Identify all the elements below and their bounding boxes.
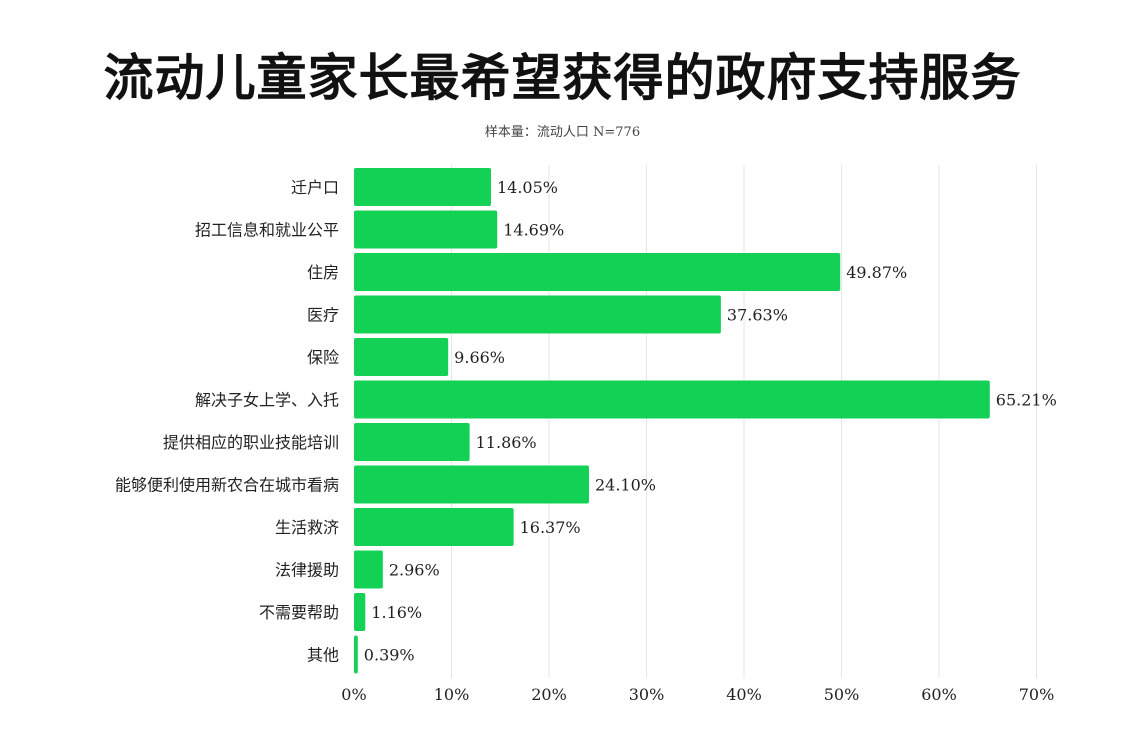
category-label: 医疗 xyxy=(307,306,339,325)
value-label: 9.66% xyxy=(454,348,505,367)
x-axis-tick-labels: 0% 10% 20% 30% 40% 50% 60% 70% xyxy=(341,685,1054,704)
category-label: 提供相应的职业技能培训 xyxy=(163,433,339,452)
value-label: 49.87% xyxy=(846,263,907,282)
category-label: 能够便利使用新农合在城市看病 xyxy=(115,476,339,495)
grid-lines xyxy=(451,165,1037,678)
x-tick-label: 50% xyxy=(824,685,860,704)
category-label: 保险 xyxy=(307,348,339,367)
chart-title: 流动儿童家长最希望获得的政府支持服务 xyxy=(103,49,1022,107)
value-label: 0.39% xyxy=(364,646,415,665)
bar xyxy=(354,380,990,419)
bar xyxy=(354,210,498,249)
bar xyxy=(354,423,470,461)
category-label: 法律援助 xyxy=(275,561,339,580)
value-label: 14.05% xyxy=(497,178,558,197)
bar xyxy=(354,253,841,291)
value-labels: 14.05% 14.69% 49.87% 37.63% 9.66% 65.21% 11.86… xyxy=(364,178,1057,665)
x-tick-label: 60% xyxy=(921,685,957,704)
chart-subtitle: 样本量：流动人口 N=776 xyxy=(484,125,641,140)
bar xyxy=(354,635,358,674)
x-tick-label: 0% xyxy=(341,685,366,704)
category-label: 迁户口 xyxy=(291,178,339,197)
x-tick-label: 20% xyxy=(531,685,567,704)
value-label: 37.63% xyxy=(727,306,788,325)
category-label: 解决子女上学、入托 xyxy=(195,391,339,410)
category-label: 不需要帮助 xyxy=(259,603,339,622)
category-label: 招工信息和就业公平 xyxy=(195,221,339,240)
bar xyxy=(354,508,514,546)
bar xyxy=(354,338,449,376)
x-tick-label: 30% xyxy=(629,685,665,704)
value-label: 24.10% xyxy=(595,476,656,495)
bar xyxy=(354,168,491,206)
value-label: 14.69% xyxy=(503,221,564,240)
category-label: 住房 xyxy=(307,263,339,282)
x-tick-label: 10% xyxy=(434,685,470,704)
value-label: 2.96% xyxy=(389,561,440,580)
value-label: 65.21% xyxy=(996,391,1057,410)
x-tick-label: 40% xyxy=(726,685,762,704)
bars xyxy=(354,168,990,674)
value-label: 11.86% xyxy=(476,433,537,452)
value-label: 1.16% xyxy=(371,603,422,622)
category-labels: 迁户口招工信息和就业公平住房医疗保险解决子女上学、入托提供相应的职业技能培训能够… xyxy=(115,178,339,665)
bar xyxy=(354,465,589,504)
category-label: 其他 xyxy=(307,646,339,665)
x-tick-label: 70% xyxy=(1019,685,1055,704)
value-label: 16.37% xyxy=(520,518,581,537)
bar xyxy=(354,550,383,589)
category-label: 生活救济 xyxy=(275,518,339,537)
bar xyxy=(354,593,366,631)
bar xyxy=(354,295,721,334)
